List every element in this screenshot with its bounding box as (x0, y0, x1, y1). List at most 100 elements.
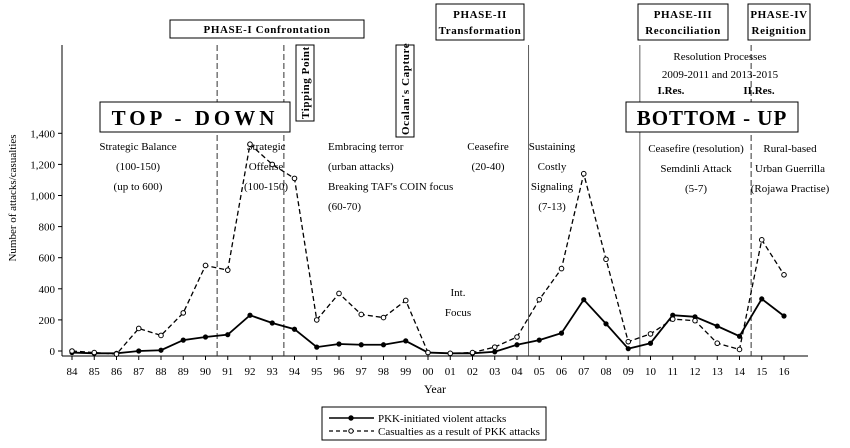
x-axis-label: Year (424, 382, 446, 396)
casualties-point (358, 311, 365, 318)
embracing-terror-note: Breaking TAF's COIN focus (328, 181, 453, 193)
phase-1-label: PHASE-I Confrontation (204, 24, 331, 36)
casualties-point (313, 317, 320, 323)
attacks-point (603, 321, 609, 327)
casualties-point (647, 331, 654, 337)
x-tick-label: 99 (400, 366, 412, 378)
legend-swatch-marker (348, 428, 354, 434)
casualties-point (558, 265, 565, 272)
annotations: Strategic Balance(100-150)(up to 600)Str… (99, 51, 829, 319)
casualties-point (425, 349, 431, 356)
attacks-point (492, 349, 498, 355)
x-tick-label: 14 (734, 366, 746, 378)
ceasefire-resolution-note: Semdinli Attack (660, 163, 732, 175)
casualties-point (69, 348, 75, 354)
x-tick-label: 89 (178, 366, 190, 378)
casualties-point (469, 349, 476, 356)
attacks-point (759, 296, 765, 302)
phase-1-box: PHASE-I Confrontation (169, 19, 365, 39)
casualties-point (202, 262, 209, 269)
casualties-point (692, 317, 698, 324)
attacks-point (247, 312, 253, 318)
casualties-point (491, 344, 498, 350)
casualties-point (580, 170, 587, 177)
x-tick-label: 90 (200, 366, 212, 378)
y-ticks: 0 200 400 600 800 1,000 1,200 1,400 (30, 128, 62, 358)
attacks-point (180, 337, 186, 343)
casualties-point (514, 334, 520, 340)
x-tick-label: 16 (779, 366, 791, 378)
attacks-point (291, 326, 298, 332)
attacks-point (558, 330, 565, 336)
casualties-point (113, 351, 120, 357)
casualties-point (625, 338, 632, 345)
attacks-point (714, 323, 720, 329)
casualties-point (603, 256, 609, 263)
attacks-point (336, 341, 342, 347)
x-tick-label: 08 (601, 366, 613, 378)
attacks-point (736, 333, 743, 339)
sustaining-signaling-note: Sustaining (529, 141, 576, 153)
x-tick-label: 04 (512, 366, 524, 378)
casualties-line (71, 142, 785, 355)
attacks-point (158, 347, 164, 353)
casualties-point (158, 332, 164, 339)
sustaining-signaling-note: Signaling (531, 181, 574, 193)
bottom-up-label: BOTTOM - UP (637, 106, 788, 130)
ii-res-label: II.Res. (743, 85, 774, 97)
x-tick-label: 13 (712, 366, 724, 378)
rural-based-note: Urban Guerrilla (755, 163, 825, 175)
y-tick-label: 600 (39, 253, 56, 265)
legend-label: Casualties as a result of PKK attacks (378, 426, 540, 438)
x-tick-label: 00 (423, 366, 435, 378)
y-tick-label: 200 (39, 315, 56, 327)
phase-2-label: PHASE-II (453, 9, 507, 21)
int-focus-note: Focus (445, 307, 471, 319)
tipping-point-box: Tipping Point (295, 44, 315, 122)
rural-based-note: Rural-based (763, 143, 817, 155)
x-tick-label: 88 (156, 366, 168, 378)
attacks-point (581, 297, 587, 303)
embracing-terror-note: (urban attacks) (328, 161, 394, 173)
ceasefire-resolution-note: Ceasefire (resolution) (648, 143, 744, 155)
x-tick-label: 87 (133, 366, 145, 378)
x-tick-label: 84 (67, 366, 79, 378)
casualties-point (247, 141, 253, 147)
casualties-point (402, 297, 409, 304)
x-tick-label: 09 (623, 366, 635, 378)
x-tick-label: 12 (690, 366, 701, 378)
phase-4-label-line2: Reignition (752, 25, 807, 37)
x-tick-label: 10 (645, 366, 657, 378)
casualties-point (447, 350, 454, 357)
resolution-processes-note: 2009-2011 and 2013-2015 (662, 69, 779, 81)
ocalan-capture-label: Ocalan's Capture (400, 43, 412, 135)
y-axis-label: Number of attacks/casualties (7, 134, 19, 261)
vertical-markers (216, 45, 752, 356)
top-down-box: TOP - DOWN (99, 101, 291, 133)
casualties-point (336, 290, 342, 297)
x-tick-label: 97 (356, 366, 368, 378)
casualties-point (781, 272, 787, 278)
attacks-point (136, 348, 142, 354)
attacks-point (225, 332, 231, 338)
x-tick-label: 15 (756, 366, 768, 378)
phase-3-label-line2: Reconciliation (645, 25, 721, 37)
strategic-balance-note: Strategic Balance (99, 141, 176, 153)
sustaining-signaling-note: Costly (538, 161, 567, 173)
casualties-point (291, 175, 298, 182)
attacks-line (71, 297, 785, 355)
casualties-point (669, 316, 676, 322)
casualties-point (380, 314, 387, 321)
tipping-point-label: Tipping Point (300, 46, 312, 119)
x-tick-label: 95 (311, 366, 323, 378)
attacks-point (269, 320, 275, 326)
attacks-point (781, 313, 787, 319)
casualties-point (91, 349, 98, 356)
x-tick-label: 96 (334, 366, 346, 378)
x-tick-label: 91 (222, 366, 233, 378)
casualties-point (269, 161, 276, 168)
ocalan-capture-box: Ocalan's Capture (395, 43, 415, 138)
series (69, 141, 787, 357)
attacks-point (625, 346, 631, 352)
